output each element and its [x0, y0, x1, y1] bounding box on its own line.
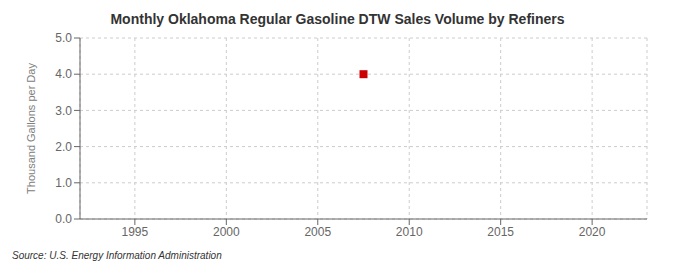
svg-text:2005: 2005: [304, 225, 331, 239]
svg-text:2020: 2020: [579, 225, 606, 239]
html-text:Monthly Oklahoma Regular Gasol: Monthly Oklahoma Regular Gasoline DTW Sa…: [110, 11, 565, 27]
svg-text:5.0: 5.0: [55, 31, 72, 45]
html-text:Source: U.S. Energy Informatio: Source: U.S. Energy Information Administ…: [12, 250, 222, 261]
svg-text:1995: 1995: [122, 225, 149, 239]
svg-text:0.0: 0.0: [55, 212, 72, 226]
svg-text:Thousand Gallons per Day: Thousand Gallons per Day: [25, 63, 37, 194]
svg-text:2000: 2000: [213, 225, 240, 239]
svg-text:2015: 2015: [487, 225, 514, 239]
svg-text:2.0: 2.0: [55, 140, 72, 154]
svg-text:4.0: 4.0: [55, 67, 72, 81]
svg-text:1.0: 1.0: [55, 176, 72, 190]
svg-text:3.0: 3.0: [55, 104, 72, 118]
svg-text:2010: 2010: [396, 225, 423, 239]
